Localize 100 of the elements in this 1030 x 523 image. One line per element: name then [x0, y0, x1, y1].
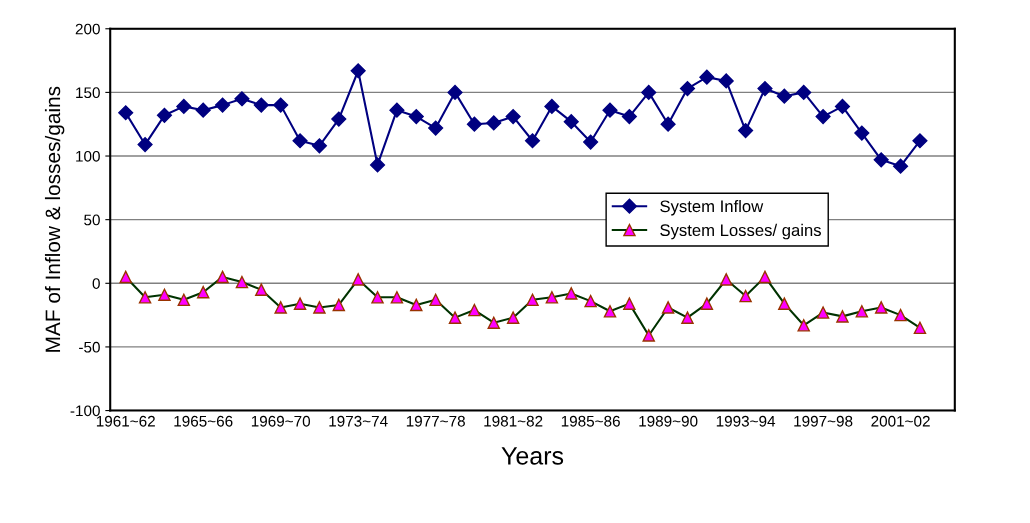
y-tick-label: 200	[75, 23, 100, 35]
point	[563, 114, 579, 130]
point	[700, 297, 714, 310]
x-tick-label: 1981~82	[484, 415, 543, 427]
point	[661, 301, 675, 314]
point	[466, 116, 482, 132]
y-axis-title: MAF of Inflow & losses/gains	[44, 86, 65, 352]
point	[137, 137, 153, 153]
point	[177, 293, 191, 307]
point	[873, 152, 889, 168]
point	[274, 301, 287, 314]
y-tick-label: -100	[70, 405, 100, 417]
x-tick-label: 1965~66	[174, 415, 233, 427]
point	[119, 270, 132, 284]
point	[408, 109, 424, 125]
point	[816, 306, 830, 319]
point	[912, 133, 928, 149]
point	[234, 91, 250, 107]
y-tick-label: 50	[84, 214, 100, 226]
point	[603, 305, 617, 318]
x-tick-label: 1973~74	[329, 415, 388, 427]
point	[138, 291, 152, 304]
point	[565, 287, 578, 300]
point	[255, 283, 268, 296]
point	[195, 102, 211, 118]
point	[797, 319, 810, 332]
point	[815, 109, 831, 125]
point	[526, 293, 539, 307]
point	[738, 123, 754, 139]
point	[854, 125, 870, 141]
point	[913, 321, 927, 335]
point	[758, 270, 772, 284]
point	[874, 301, 888, 314]
x-tick-label: 1969~70	[251, 415, 311, 427]
point	[350, 63, 366, 79]
point	[292, 133, 308, 149]
y-tick-label: 0	[92, 278, 100, 289]
point	[660, 116, 676, 132]
point	[836, 310, 849, 323]
point	[331, 111, 347, 127]
point	[273, 97, 289, 113]
point	[487, 316, 501, 329]
point	[834, 98, 851, 114]
x-tick-label: 1993~94	[716, 415, 776, 427]
x-tick-label: 1997~98	[794, 415, 853, 427]
point	[410, 298, 423, 312]
point	[448, 311, 462, 324]
x-tick-label: 2001~02	[871, 415, 930, 427]
point	[641, 84, 657, 100]
point	[468, 303, 481, 317]
point	[544, 98, 560, 114]
point	[892, 158, 909, 174]
point	[118, 105, 134, 121]
point	[718, 73, 734, 89]
point	[235, 275, 249, 289]
point	[679, 81, 696, 97]
point	[369, 157, 386, 173]
x-tick-label: 1961~62	[96, 415, 155, 427]
point	[894, 308, 907, 322]
point	[505, 109, 521, 125]
point	[429, 293, 442, 307]
point	[584, 294, 597, 308]
x-tick-label: 1989~90	[639, 415, 698, 427]
x-axis-title: Years	[501, 447, 564, 465]
point	[390, 291, 404, 304]
point	[778, 297, 791, 310]
point	[602, 102, 618, 118]
point	[311, 138, 327, 154]
legend-label: System Inflow	[660, 199, 764, 216]
y-tick-label: -50	[79, 341, 100, 353]
point	[681, 311, 694, 324]
point	[739, 289, 752, 303]
point	[642, 329, 655, 342]
point	[796, 84, 812, 100]
point	[447, 84, 463, 100]
point	[216, 270, 229, 284]
point	[332, 298, 346, 312]
point	[623, 297, 636, 310]
point	[253, 97, 269, 113]
point	[313, 301, 326, 314]
x-tick-label: 1985~86	[561, 415, 620, 427]
point	[214, 97, 231, 113]
point	[158, 288, 171, 301]
point	[196, 285, 210, 299]
point	[545, 291, 559, 304]
point	[428, 120, 444, 136]
legend-label: System Losses/ gains	[660, 223, 821, 240]
point	[776, 88, 792, 104]
point	[855, 305, 869, 318]
point	[389, 102, 405, 118]
point	[486, 115, 502, 131]
point	[176, 98, 192, 114]
point	[371, 291, 384, 304]
point	[293, 297, 307, 310]
x-tick-label: 1977~78	[406, 415, 465, 427]
point	[156, 107, 173, 123]
y-tick-label: 150	[76, 87, 100, 99]
point	[351, 273, 365, 286]
point	[719, 273, 733, 286]
point	[524, 133, 541, 149]
